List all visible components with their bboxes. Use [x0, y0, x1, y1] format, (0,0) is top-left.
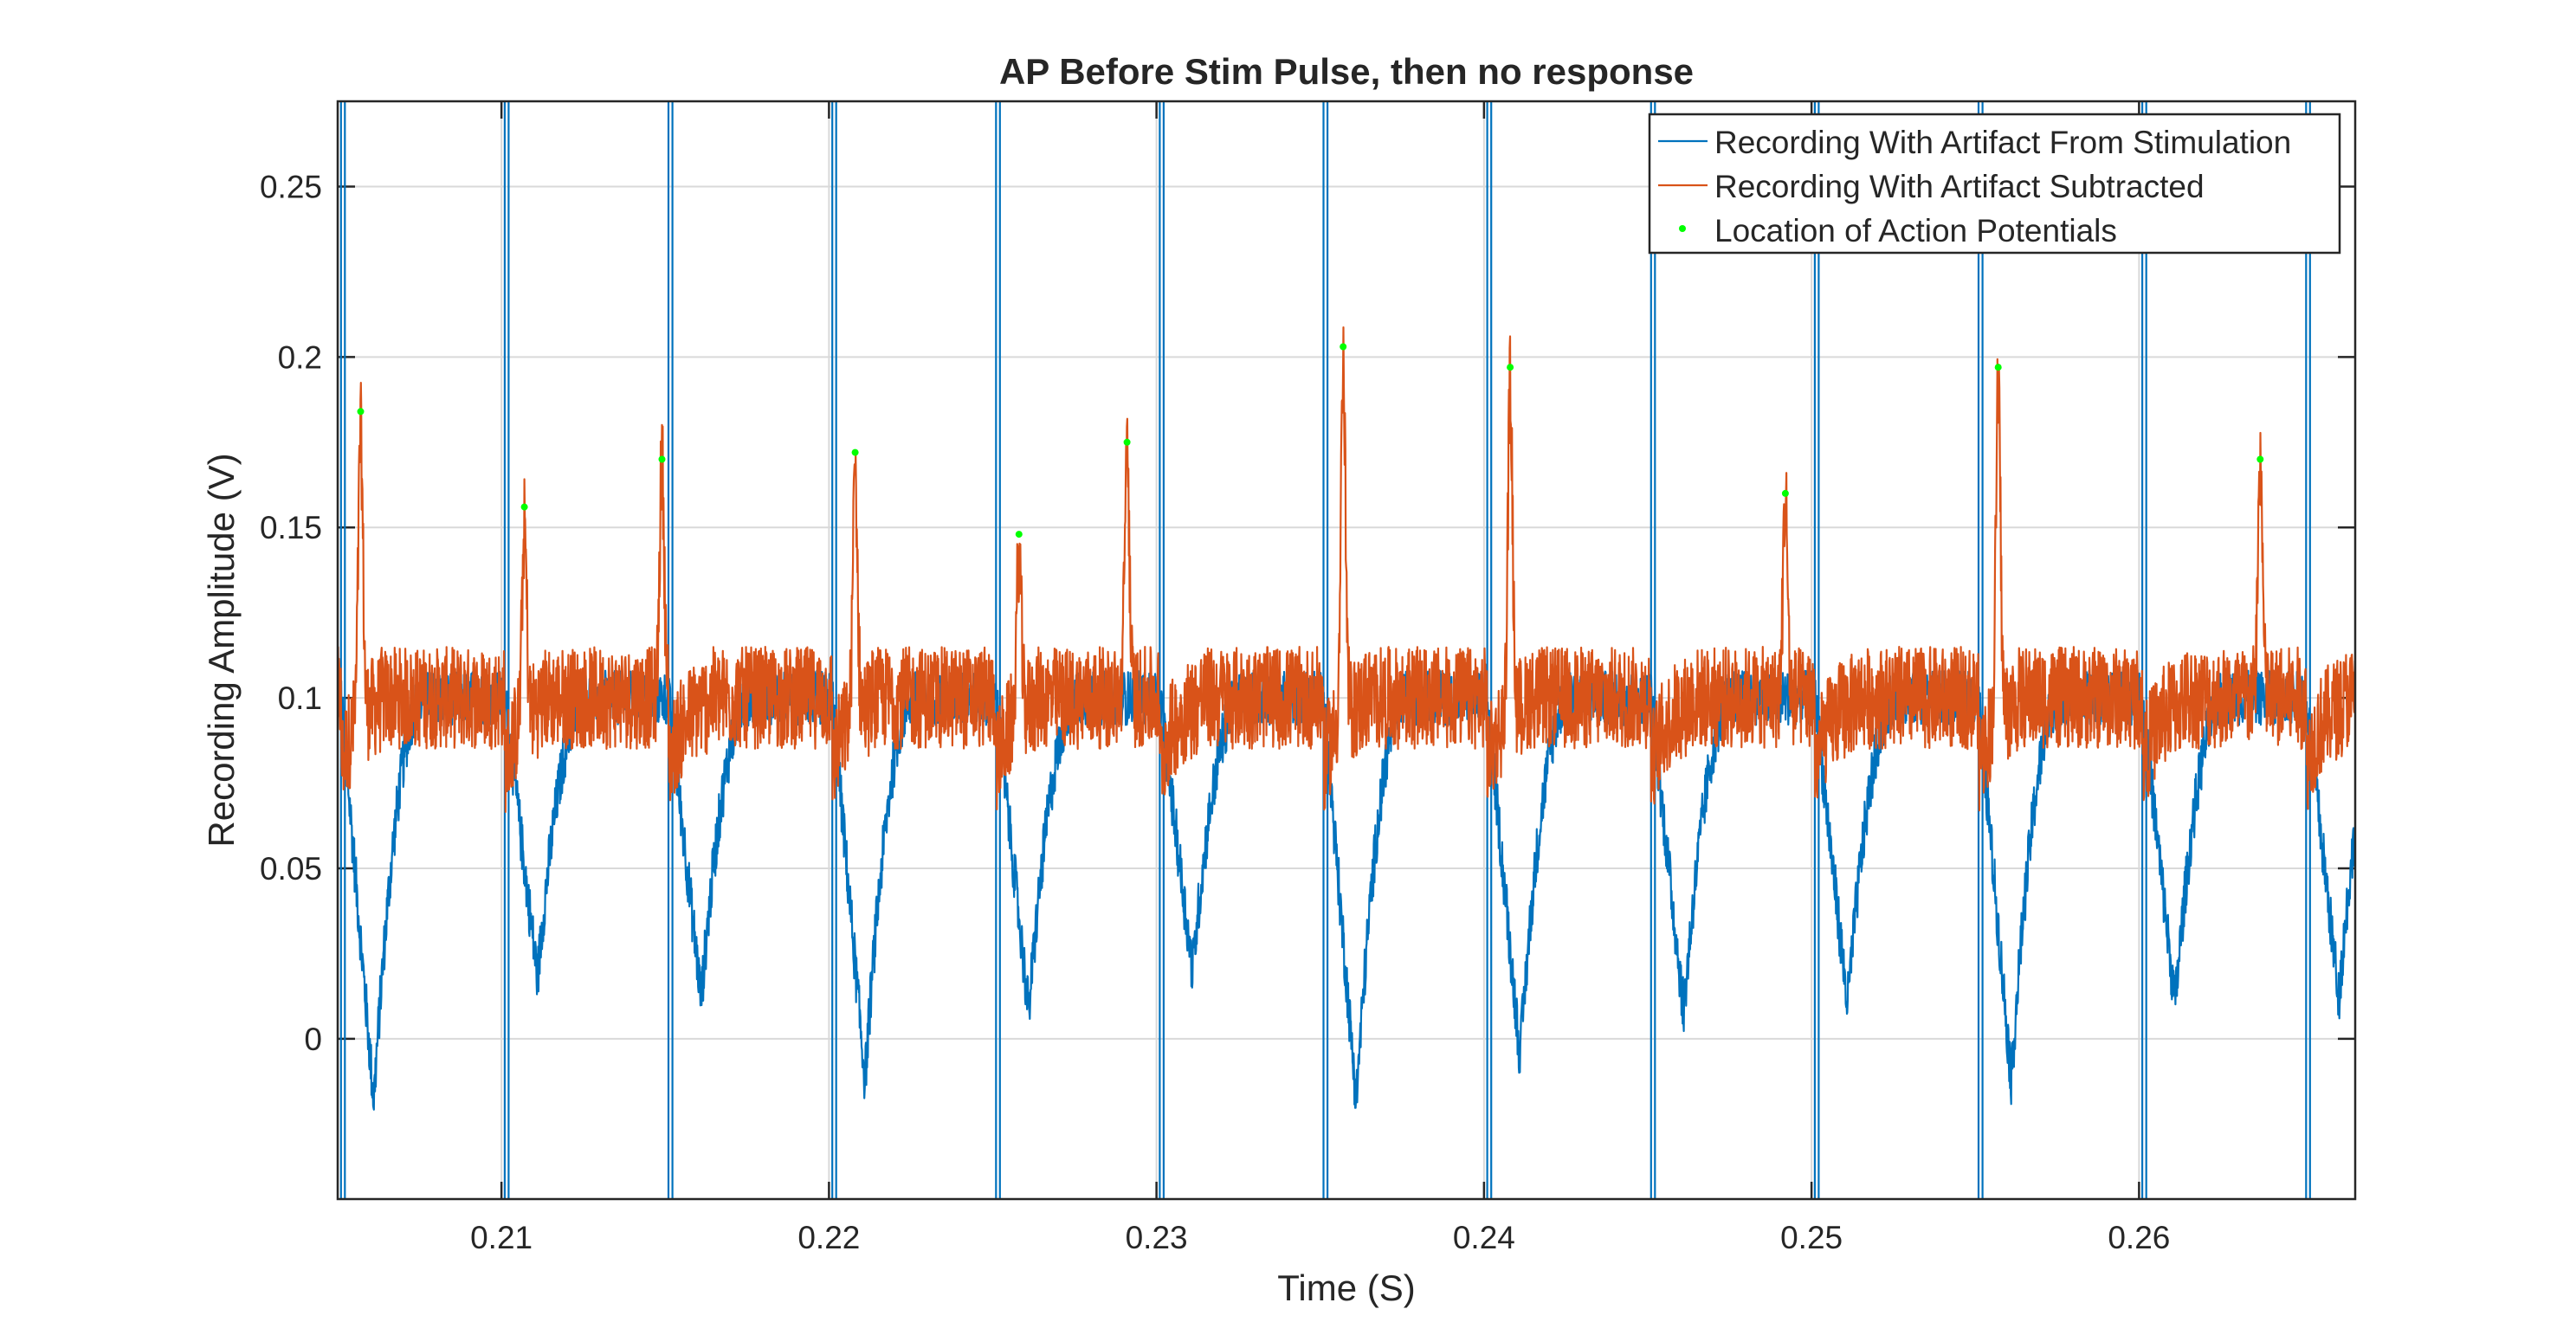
x-tick-labels: 0.21 0.22 0.23 0.24 0.25 0.26 [470, 1220, 2170, 1255]
action-potential-markers [357, 343, 2264, 539]
action-potential-point [1781, 489, 1789, 497]
legend-label-artifact-subtracted: Recording With Artifact Subtracted [1714, 169, 2205, 204]
y-tick-label: 0.15 [260, 510, 322, 545]
action-potential-point [520, 503, 528, 511]
y-tick-label: 0.25 [260, 169, 322, 204]
y-tick-label: 0 [304, 1022, 322, 1057]
chart-title: AP Before Stim Pulse, then no response [999, 51, 1694, 92]
x-tick-label: 0.21 [470, 1220, 533, 1255]
y-axis-label: Recording Amplitude (V) [201, 453, 242, 847]
action-potential-point [851, 448, 859, 456]
plot-area [338, 101, 2355, 1199]
action-potential-point [658, 455, 666, 463]
legend-label-raw-recording: Recording With Artifact From Stimulation [1714, 125, 2291, 160]
x-tick-label: 0.26 [2108, 1220, 2170, 1255]
legend: Recording With Artifact From Stimulation… [1648, 113, 2341, 255]
legend-box [1648, 113, 2341, 255]
axes-box [336, 100, 2357, 1201]
y-tick-label: 0.2 [278, 339, 322, 375]
x-tick-label: 0.24 [1453, 1220, 1515, 1255]
series-line-raw-recording [338, 101, 2355, 1199]
y-tick-label: 0.05 [260, 851, 322, 887]
legend-swatch-action-potentials [1679, 225, 1686, 232]
action-potential-point [1340, 343, 1347, 351]
x-tick-label: 0.23 [1126, 1220, 1188, 1255]
action-potential-point [2256, 455, 2264, 463]
action-potential-point [1507, 364, 1514, 371]
action-potential-point [357, 408, 365, 416]
y-tick-label: 0.1 [278, 680, 322, 716]
y-tick-labels: 0 0.05 0.1 0.15 0.2 0.25 [260, 169, 322, 1056]
x-tick-label: 0.25 [1780, 1220, 1843, 1255]
x-axis-label: Time (S) [1277, 1267, 1415, 1308]
legend-label-action-potentials: Location of Action Potentials [1714, 213, 2117, 248]
action-potential-point [1994, 364, 2002, 371]
series-line-artifact-subtracted [338, 326, 2355, 813]
action-potential-point [1015, 531, 1023, 539]
action-potential-point [1123, 438, 1131, 446]
x-tick-label: 0.22 [797, 1220, 860, 1255]
